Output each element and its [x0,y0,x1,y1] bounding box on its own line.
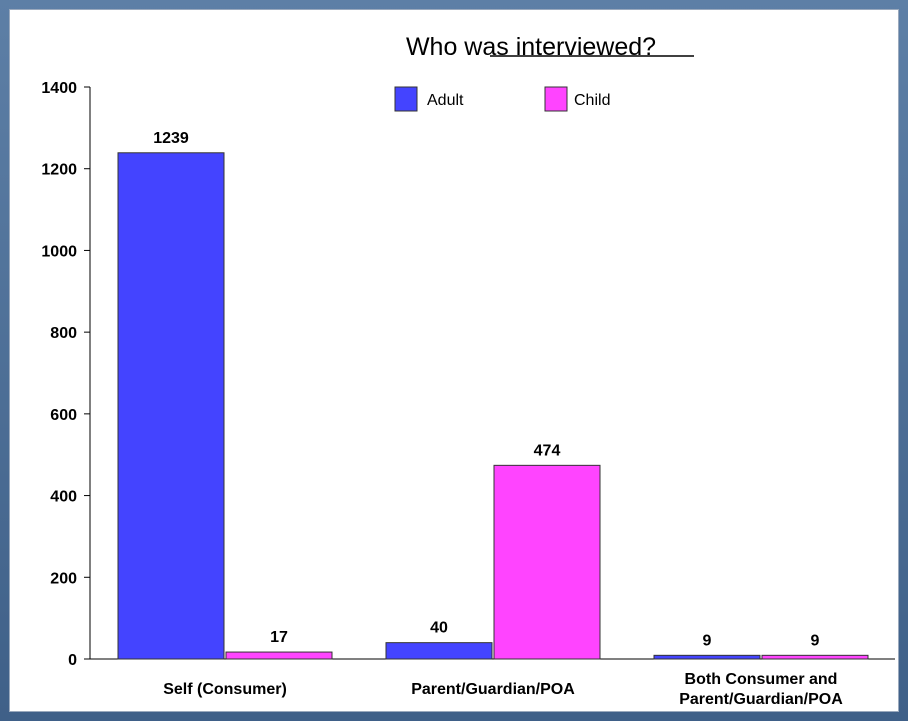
category-label: Parent/Guardian/POA [679,691,843,708]
value-label: 9 [703,632,712,649]
legend-label-child: Child [574,92,610,109]
y-tick-label: 0 [68,652,77,669]
value-label: 40 [430,620,448,637]
bar-child [493,464,601,660]
chart-title: Who was interviewed? [406,33,656,61]
y-tick-label: 1000 [41,243,77,260]
y-tick-label: 600 [50,407,77,424]
y-tick-label: 400 [50,489,77,506]
y-tick-label: 1400 [41,80,77,97]
y-tick-label: 200 [50,570,77,587]
bar-adult [117,152,225,660]
value-label: 474 [534,442,561,459]
bars [117,152,869,660]
y-tick-label: 1200 [41,162,77,179]
category-label: Self (Consumer) [163,681,287,698]
legend-label-adult: Adult [427,92,464,109]
y-tick-label: 800 [50,325,77,342]
legend-swatch-adult [394,86,418,112]
value-label: 17 [270,629,288,646]
legend: Adult Child [394,86,610,112]
bar-child [225,651,333,660]
bar-adult [653,654,761,660]
legend-swatch-child [544,86,568,112]
category-label: Both Consumer and [685,671,838,688]
value-labels: 1239 40 9 17 474 9 [153,130,819,650]
value-label: 1239 [153,130,189,147]
value-label: 9 [811,632,820,649]
category-label: Parent/Guardian/POA [411,681,575,698]
bar-adult [385,642,493,660]
bar-child [761,654,869,660]
category-labels: Self (Consumer) Parent/Guardian/POA Both C… [163,671,843,708]
